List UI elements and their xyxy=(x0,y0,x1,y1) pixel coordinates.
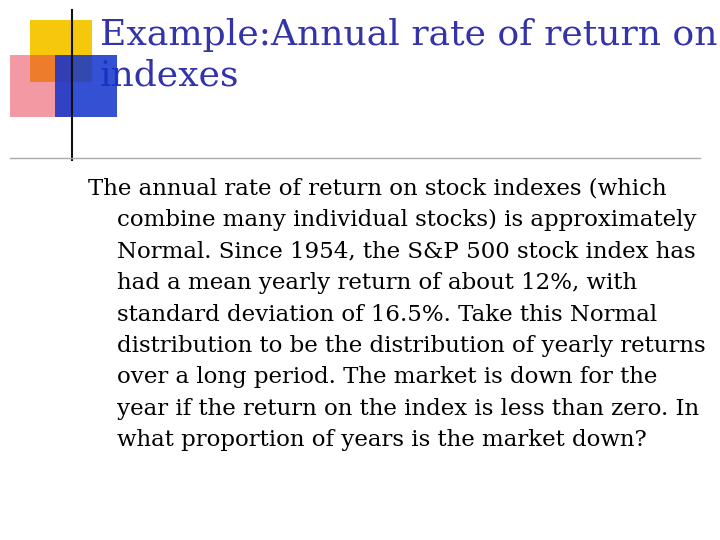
Bar xyxy=(30,20,92,82)
Text: The annual rate of return on stock indexes (which
    combine many individual st: The annual rate of return on stock index… xyxy=(88,178,706,451)
Bar xyxy=(55,55,117,117)
Text: Example:Annual rate of return on stock
indexes: Example:Annual rate of return on stock i… xyxy=(100,18,720,93)
Bar xyxy=(10,55,72,117)
